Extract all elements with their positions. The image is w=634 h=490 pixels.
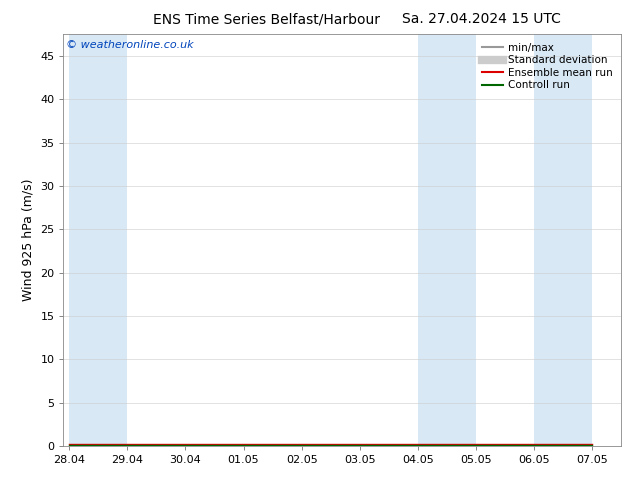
Text: © weatheronline.co.uk: © weatheronline.co.uk bbox=[66, 41, 194, 50]
Bar bbox=[69, 34, 127, 446]
Legend: min/max, Standard deviation, Ensemble mean run, Controll run: min/max, Standard deviation, Ensemble me… bbox=[479, 40, 616, 94]
Y-axis label: Wind 925 hPa (m/s): Wind 925 hPa (m/s) bbox=[22, 179, 35, 301]
Bar bbox=[534, 34, 592, 446]
Text: ENS Time Series Belfast/Harbour: ENS Time Series Belfast/Harbour bbox=[153, 12, 380, 26]
Text: Sa. 27.04.2024 15 UTC: Sa. 27.04.2024 15 UTC bbox=[403, 12, 561, 26]
Bar bbox=[418, 34, 476, 446]
